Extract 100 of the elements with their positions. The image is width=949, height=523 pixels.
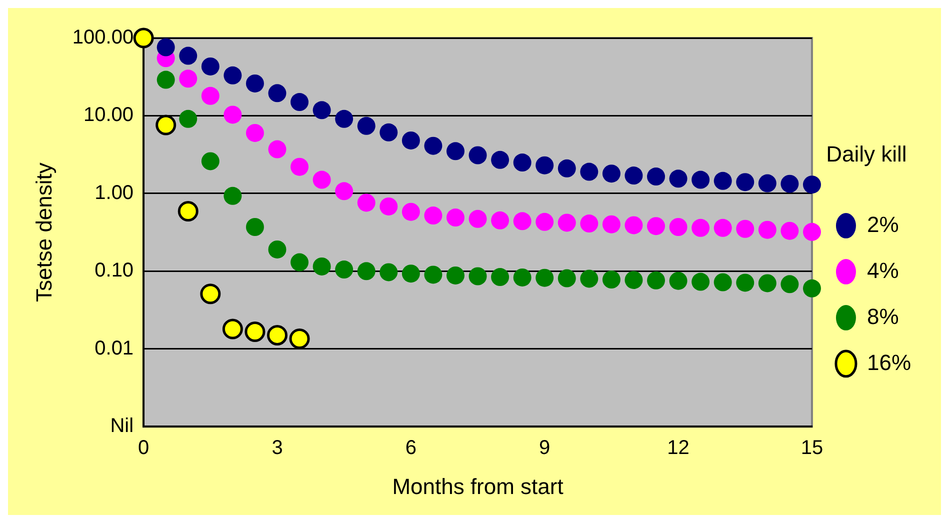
point <box>558 269 576 288</box>
x-tick-label: 9 <box>539 437 550 460</box>
point <box>624 270 643 289</box>
legend-title: Daily kill <box>826 141 907 166</box>
point <box>290 158 309 176</box>
x-tick-label: 15 <box>800 437 824 460</box>
legend-label: 16% <box>866 350 912 375</box>
y-tick-label: 1.00 <box>94 182 134 204</box>
point <box>268 240 286 258</box>
point <box>513 268 532 286</box>
point <box>802 222 821 241</box>
point <box>580 162 598 181</box>
x-tick-label: 6 <box>405 437 416 460</box>
point <box>402 264 420 283</box>
point <box>424 136 442 155</box>
point <box>468 146 487 164</box>
point <box>179 70 198 88</box>
y-tick-label: 0.01 <box>94 337 134 360</box>
point <box>290 93 309 112</box>
point <box>179 46 198 65</box>
point <box>446 208 464 227</box>
point <box>780 275 799 294</box>
point <box>446 266 464 284</box>
point <box>133 28 154 48</box>
point <box>692 272 710 291</box>
point <box>267 324 288 346</box>
point <box>156 38 175 56</box>
y-tick-label: Nil <box>110 415 134 438</box>
point <box>513 212 532 230</box>
point <box>692 170 710 189</box>
y-tick-label: 10.00 <box>84 104 134 126</box>
y-tick-label: 100.00 <box>72 26 134 49</box>
point <box>468 267 487 286</box>
x-tick-label: 0 <box>138 437 150 460</box>
point <box>714 218 732 237</box>
point <box>402 202 420 221</box>
y-axis-title: Tsetse density <box>31 162 56 302</box>
point <box>669 170 688 188</box>
point <box>780 174 799 193</box>
point <box>468 210 487 228</box>
point <box>357 262 376 280</box>
point <box>736 220 754 238</box>
point <box>424 266 442 284</box>
point <box>268 84 286 102</box>
y-tick-label: 0.10 <box>94 260 134 282</box>
point <box>335 110 354 128</box>
point <box>156 114 176 136</box>
legend-label: 4% <box>866 258 899 283</box>
point <box>580 214 598 233</box>
point <box>669 218 688 236</box>
point <box>558 159 576 178</box>
x-axis-title: Months from start <box>392 474 564 499</box>
point <box>246 218 264 236</box>
point <box>669 272 688 290</box>
point <box>380 197 398 216</box>
point <box>624 166 643 185</box>
point <box>758 274 776 292</box>
point <box>201 86 220 105</box>
point <box>491 150 510 169</box>
point <box>200 284 221 304</box>
point <box>224 106 242 124</box>
point <box>156 70 175 89</box>
point <box>224 186 242 205</box>
point <box>602 215 620 234</box>
point <box>224 66 242 84</box>
point <box>312 101 331 120</box>
x-tick-label: 12 <box>667 437 690 460</box>
point <box>513 154 532 172</box>
point <box>692 218 710 237</box>
legend-label: 8% <box>866 304 899 329</box>
point <box>357 116 376 135</box>
point <box>246 74 264 92</box>
point <box>335 260 354 279</box>
point <box>446 142 464 160</box>
point <box>736 274 754 292</box>
point <box>558 214 576 232</box>
point <box>222 318 243 340</box>
point <box>602 164 620 183</box>
point <box>647 168 666 186</box>
point <box>178 201 198 222</box>
point <box>802 176 821 194</box>
point <box>802 279 821 298</box>
point <box>491 268 510 286</box>
point <box>647 271 666 290</box>
point <box>289 328 310 349</box>
point <box>179 110 198 128</box>
point <box>536 212 554 231</box>
point <box>758 174 776 192</box>
point <box>624 216 643 234</box>
point <box>402 131 420 150</box>
point <box>424 206 442 225</box>
point <box>491 211 510 230</box>
point <box>580 270 598 288</box>
point <box>602 270 620 289</box>
point <box>244 322 266 342</box>
point <box>380 123 398 142</box>
point <box>246 124 264 142</box>
point <box>758 220 776 239</box>
point <box>312 170 331 189</box>
point <box>380 263 398 282</box>
